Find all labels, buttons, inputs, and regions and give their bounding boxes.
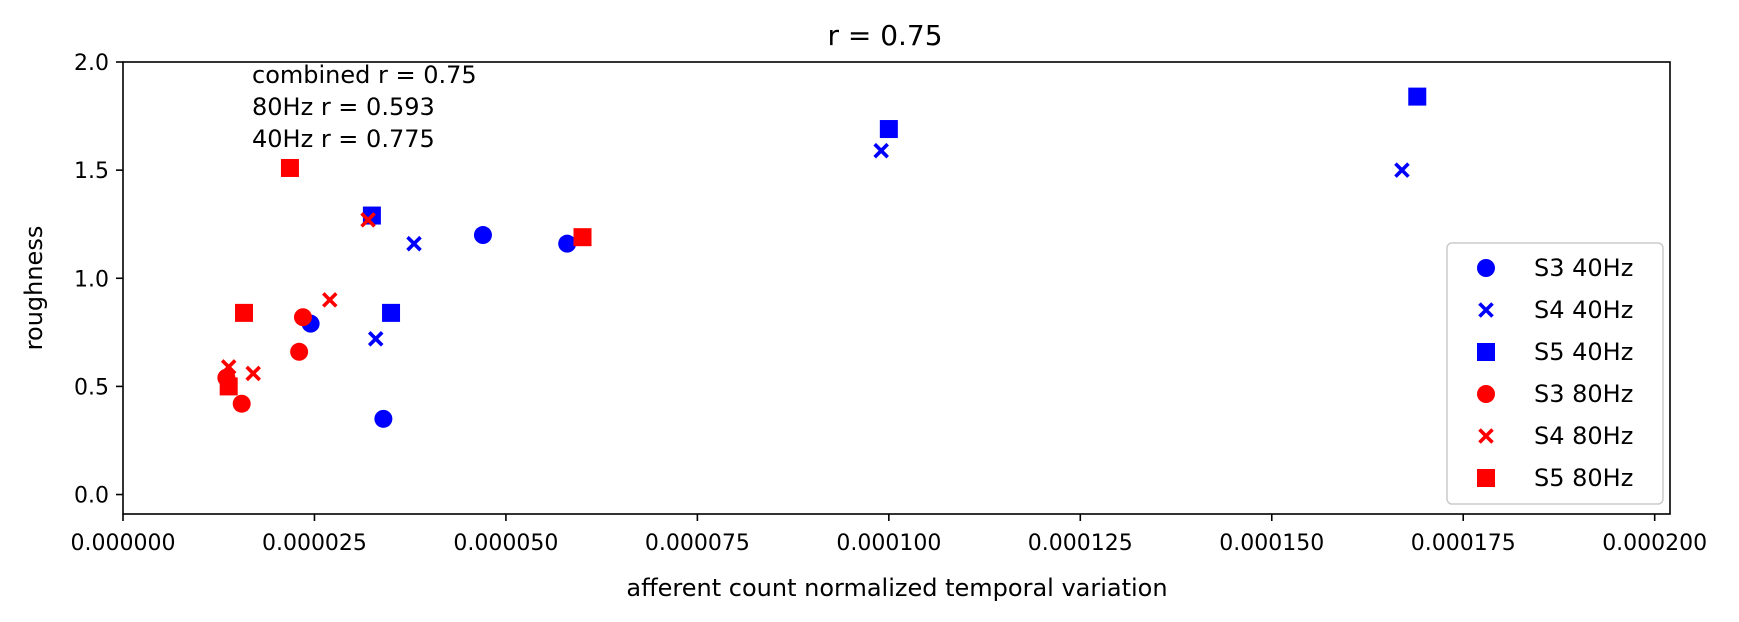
point-s3-40hz bbox=[558, 234, 577, 253]
x-tick-label: 0.000000 bbox=[71, 531, 176, 556]
annotation-text: combined r = 0.75 bbox=[252, 61, 477, 89]
x-tick-label: 0.000025 bbox=[262, 531, 367, 556]
x-tick-label: 0.000050 bbox=[453, 531, 558, 556]
point-s4-40hz bbox=[367, 331, 384, 347]
x-axis-label: afferent count normalized temporal varia… bbox=[626, 574, 1167, 602]
y-tick-label: 2.0 bbox=[74, 51, 109, 76]
point-s4-40hz bbox=[1394, 162, 1410, 178]
point-s4-80hz bbox=[220, 359, 237, 375]
point-s3-40hz bbox=[374, 409, 393, 428]
legend-label: S3 80Hz bbox=[1534, 380, 1633, 408]
x-tick-label: 0.000200 bbox=[1602, 531, 1707, 556]
data-points bbox=[217, 87, 1427, 428]
x-tick-label: 0.000100 bbox=[836, 531, 941, 556]
y-tick-label: 1.5 bbox=[74, 159, 109, 184]
point-s4-80hz bbox=[322, 292, 338, 308]
point-s5-80hz bbox=[280, 158, 299, 177]
correlation-annotations: combined r = 0.75 80Hz r = 0.593 40Hz r = … bbox=[252, 61, 477, 153]
x-tick-label: 0.000075 bbox=[645, 531, 750, 556]
x-tick-label: 0.000125 bbox=[1028, 531, 1133, 556]
plot-area-frame bbox=[122, 61, 1671, 515]
legend-label: S5 40Hz bbox=[1534, 338, 1633, 366]
y-tick-label: 0.0 bbox=[74, 484, 109, 509]
point-s4-40hz bbox=[406, 235, 422, 252]
point-s4-80hz bbox=[360, 212, 376, 228]
point-s5-80hz bbox=[573, 228, 592, 247]
point-s4-40hz bbox=[873, 142, 889, 159]
y-axis: 0.0 0.5 1.0 1.5 2.0 bbox=[74, 51, 123, 509]
x-axis: 0.000000 0.000025 0.000050 0.000075 0.000100… bbox=[71, 514, 1707, 556]
point-s5-40hz bbox=[1408, 87, 1427, 106]
y-tick-label: 1.0 bbox=[74, 267, 109, 292]
point-s3-80hz bbox=[293, 308, 312, 327]
legend-marker-s4-40hz bbox=[1478, 302, 1494, 318]
point-s5-40hz bbox=[879, 120, 898, 139]
point-s5-40hz bbox=[382, 303, 401, 322]
legend-label: S4 80Hz bbox=[1534, 422, 1633, 450]
legend-label: S5 80Hz bbox=[1534, 464, 1633, 492]
point-s3-80hz bbox=[232, 394, 251, 413]
legend-marker-s4-80hz bbox=[1478, 428, 1494, 444]
legend-marker-s5-80hz bbox=[1477, 469, 1495, 487]
legend-label: S3 40Hz bbox=[1534, 254, 1633, 282]
x-tick-label: 0.000175 bbox=[1411, 531, 1516, 556]
legend-label: S4 40Hz bbox=[1534, 296, 1633, 324]
annotation-text: 80Hz r = 0.593 bbox=[252, 93, 435, 121]
legend: S3 40Hz S4 40Hz S5 40Hz S3 80Hz S4 80Hz S5 80… bbox=[1446, 242, 1664, 505]
legend-marker-s3-80hz bbox=[1477, 385, 1495, 403]
legend-marker-s5-40hz bbox=[1477, 343, 1495, 361]
point-s3-80hz bbox=[290, 342, 309, 361]
legend-marker-s3-40hz bbox=[1477, 259, 1495, 277]
annotation-text: 40Hz r = 0.775 bbox=[252, 125, 435, 153]
point-s5-80hz bbox=[219, 377, 238, 396]
x-tick-label: 0.000150 bbox=[1219, 531, 1324, 556]
chart-title: r = 0.75 bbox=[827, 19, 942, 52]
y-tick-label: 0.5 bbox=[74, 375, 109, 400]
point-s4-80hz bbox=[245, 365, 261, 382]
y-axis-label: roughness bbox=[20, 226, 48, 351]
point-s3-40hz bbox=[473, 226, 492, 245]
point-s5-80hz bbox=[235, 303, 254, 322]
legend-box bbox=[1446, 242, 1664, 505]
